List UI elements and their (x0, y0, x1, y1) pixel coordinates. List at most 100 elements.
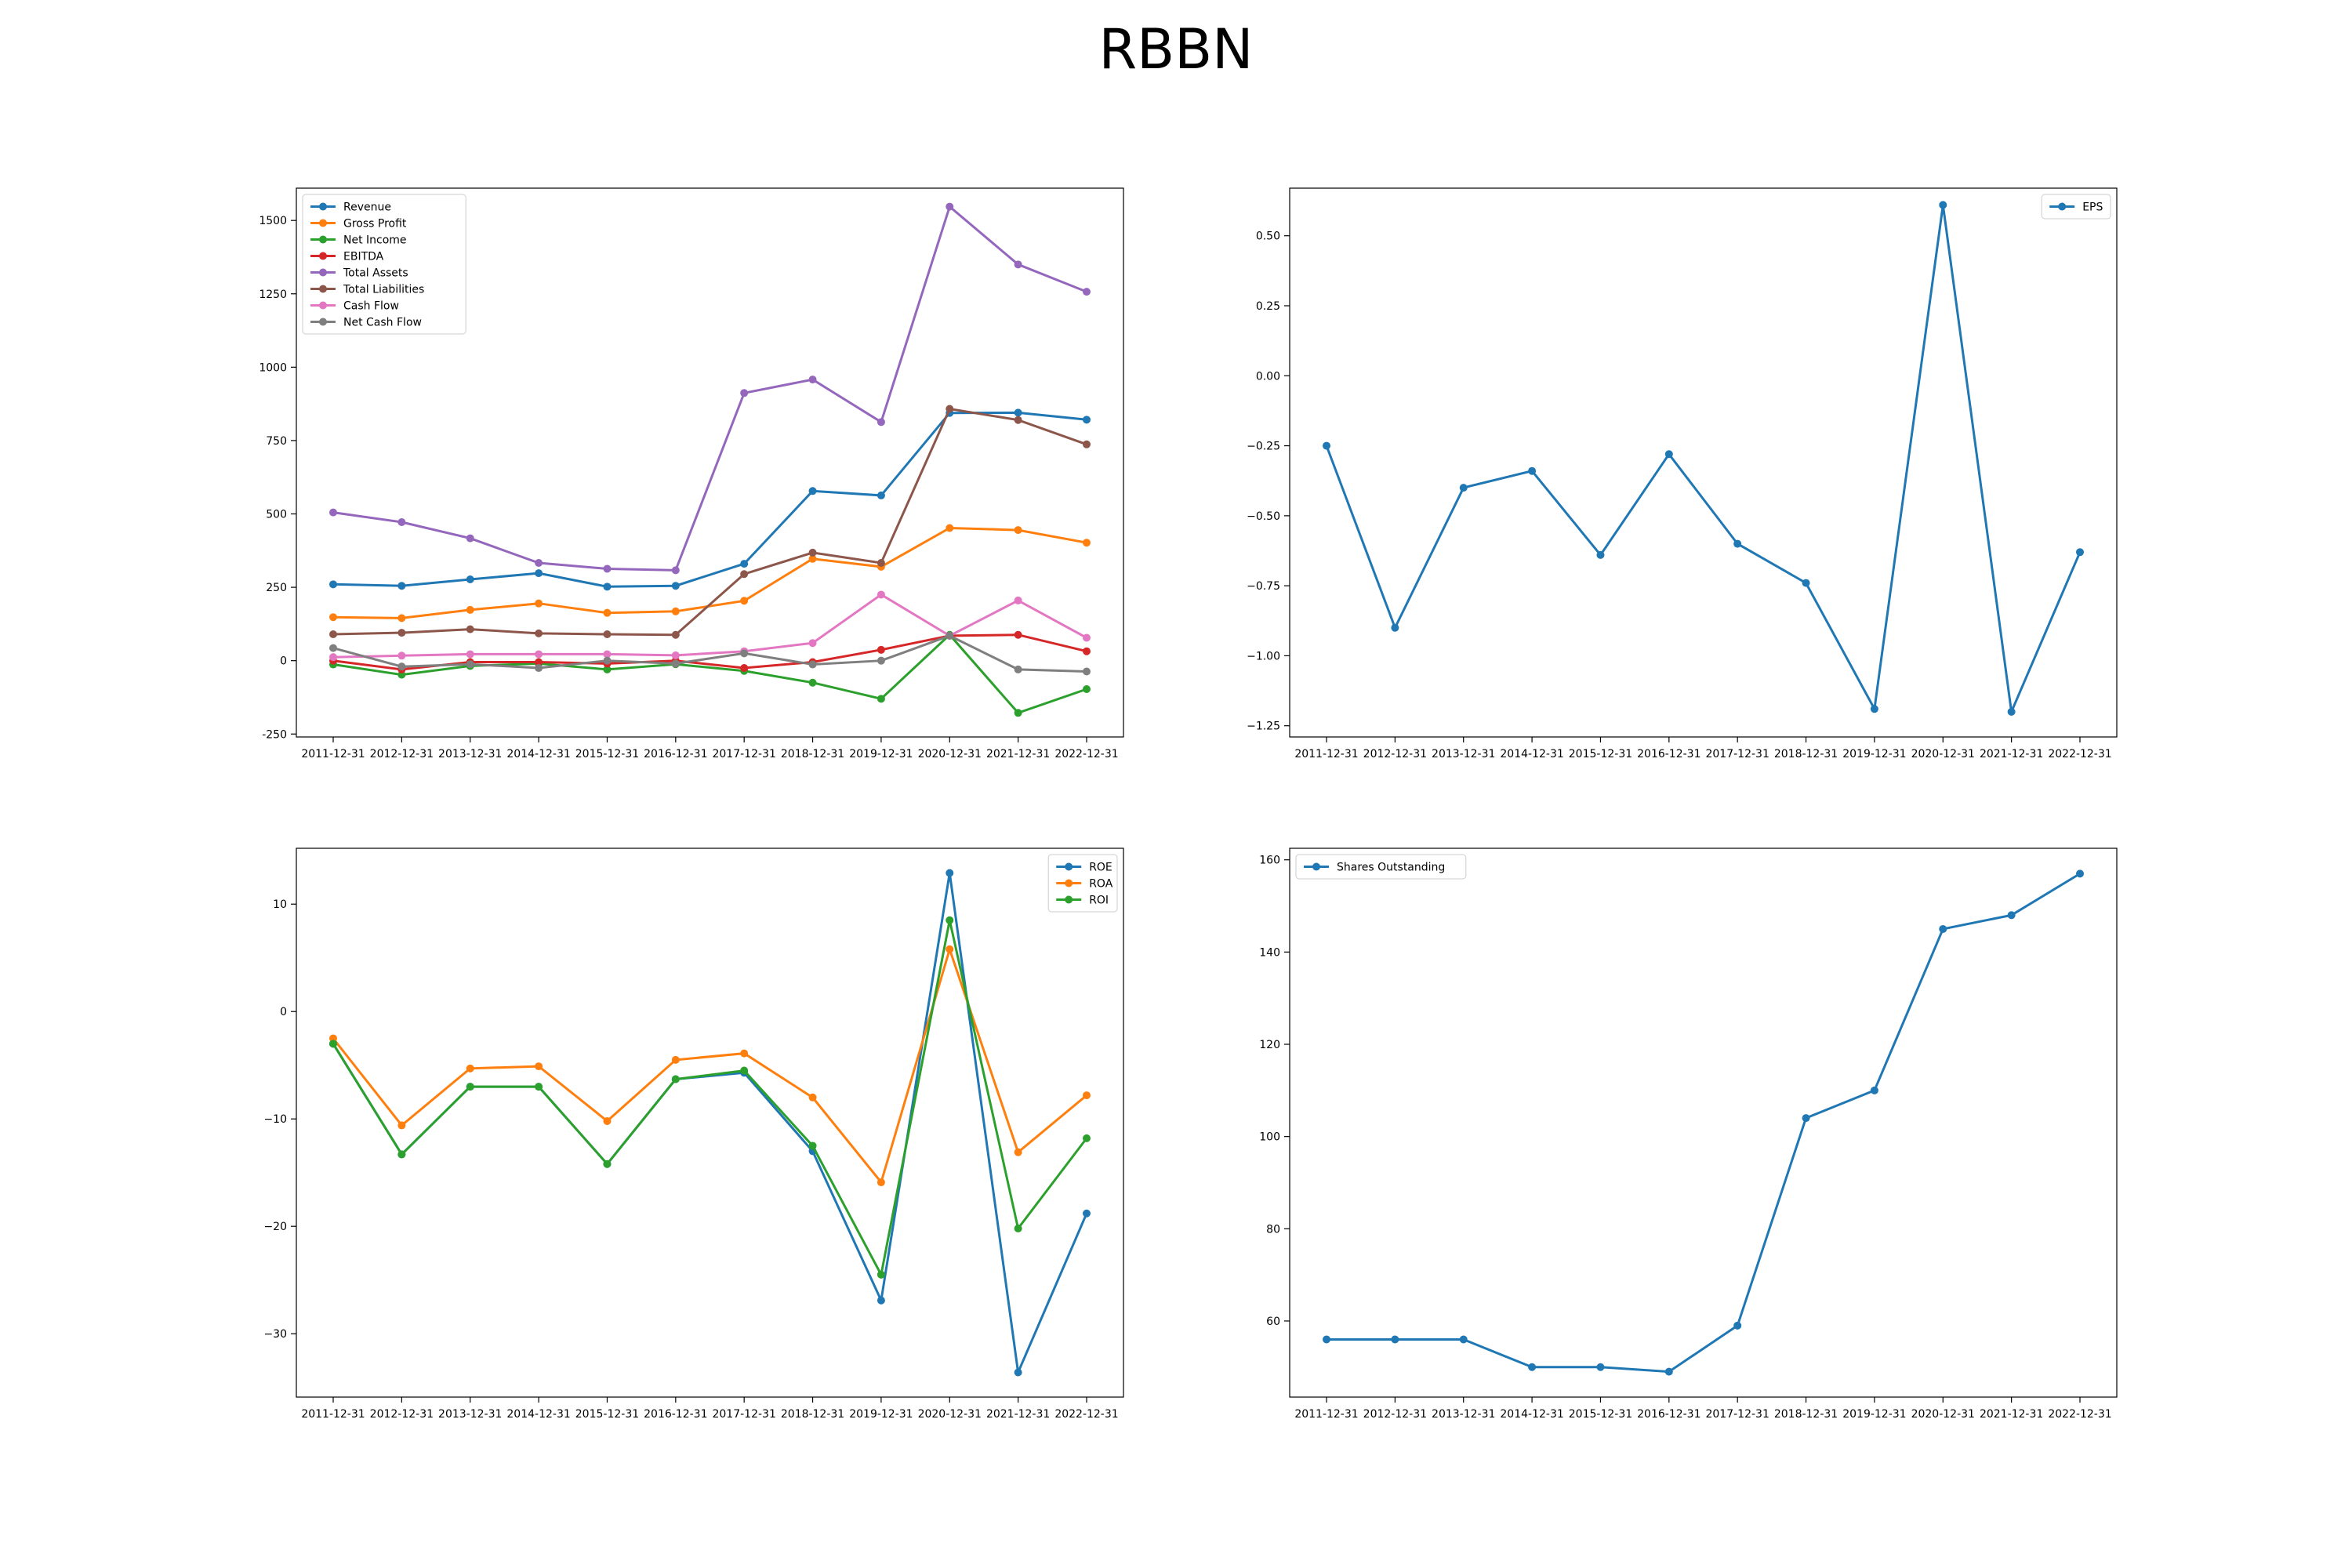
x-tick-label: 2016-12-31 (1637, 1408, 1700, 1421)
data-point-total-assets (1014, 260, 1022, 269)
legend-label-shares-outstanding: Shares Outstanding (1337, 862, 1445, 874)
data-point-total-liabilities (946, 405, 954, 413)
data-point-net-cash-flow (603, 656, 612, 665)
x-tick-label: 2013-12-31 (438, 748, 502, 760)
y-tick-label: 250 (266, 582, 287, 594)
data-point-eps (2007, 707, 2016, 716)
data-point-shares-outstanding (1391, 1335, 1399, 1344)
data-point-cash-flow (466, 650, 474, 659)
data-point-total-liabilities (1014, 416, 1022, 424)
x-tick-label: 2022-12-31 (1054, 1408, 1118, 1421)
x-tick-label: 2019-12-31 (849, 748, 913, 760)
data-point-total-assets (397, 517, 406, 526)
data-point-eps (1596, 550, 1605, 559)
y-tick-label: −1.25 (1247, 720, 1280, 733)
legend-box (302, 194, 466, 335)
legend: Revenue Gross Profit Net Income EBITDA Total… (302, 194, 466, 335)
y-tick-label: 750 (266, 435, 287, 448)
legend-label-gross-profit: Gross Profit (343, 218, 407, 230)
x-tick-label: 2017-12-31 (712, 1408, 775, 1421)
y-tick-label: 10 (273, 898, 287, 911)
chart-3: 2011-12-31 2012-12-31 2013-12-31 2014-12-31… (263, 848, 1124, 1421)
data-point-roa (1083, 1091, 1091, 1100)
data-point-roi (397, 1150, 406, 1159)
series-line-revenue (332, 411, 1087, 588)
data-point-eps (1733, 539, 1742, 548)
x-tick-label: 2018-12-31 (1774, 748, 1838, 760)
data-point-net-cash-flow (808, 660, 817, 669)
series-line-total-assets (332, 205, 1087, 572)
y-tick-label: 0.25 (1256, 300, 1280, 313)
data-point-ebitda (877, 645, 885, 654)
x-tick-label: 2021-12-31 (986, 1408, 1050, 1421)
data-point-gross-profit (1014, 526, 1022, 535)
data-point-eps (1870, 705, 1878, 713)
data-point-roi (1083, 1134, 1091, 1142)
y-tick-label: 0 (280, 1006, 287, 1018)
data-point-total-assets (466, 534, 474, 543)
data-point-ebitda (535, 658, 543, 666)
data-point-cash-flow (671, 651, 680, 659)
data-point-gross-profit (535, 599, 543, 608)
series-line-net-income (332, 633, 1087, 715)
x-tick-label: 2015-12-31 (1569, 748, 1632, 760)
data-point-roe (1014, 1368, 1022, 1377)
data-point-eps (2076, 548, 2084, 557)
y-tick-label: −1.00 (1247, 650, 1280, 662)
legend: Shares Outstanding (1295, 854, 1467, 880)
data-point-total-assets (740, 389, 749, 397)
series-line-roa (332, 945, 1087, 1185)
data-point-net-income (1014, 709, 1022, 717)
series-line-roe (332, 873, 1088, 1377)
data-point-total-liabilities (603, 630, 612, 638)
data-point-roa (535, 1062, 543, 1071)
x-tick-label: 2012-12-31 (370, 1408, 434, 1421)
legend-marker-revenue (319, 202, 327, 211)
legend-marker-total-assets (319, 268, 327, 277)
data-point-revenue (603, 583, 612, 591)
legend-label-total-liabilities: Total Liabilities (343, 284, 424, 296)
data-point-net-cash-flow (671, 659, 680, 668)
data-point-cash-flow (808, 639, 817, 648)
y-tick-label: 140 (1259, 946, 1280, 959)
x-tick-label: 2013-12-31 (1432, 748, 1495, 760)
data-point-net-cash-flow (397, 662, 406, 671)
data-point-total-liabilities (808, 548, 817, 557)
data-point-net-income (808, 678, 817, 687)
data-point-total-assets (329, 508, 337, 517)
data-point-total-assets (535, 559, 543, 568)
x-tick-label: 2015-12-31 (575, 1408, 639, 1421)
series-line-total-liabilities (332, 407, 1087, 637)
data-point-eps (1323, 441, 1330, 450)
data-point-shares-outstanding (1664, 1367, 1673, 1376)
chart-2: 2011-12-31 2012-12-31 2013-12-31 2014-12-31… (1247, 187, 2118, 760)
y-tick-label: -250 (262, 728, 287, 741)
legend-marker-net-income (319, 235, 327, 244)
plot-frame (296, 848, 1124, 1398)
data-point-roa (877, 1178, 885, 1187)
data-point-roe (877, 1296, 885, 1305)
x-tick-label: 2019-12-31 (1842, 1408, 1906, 1421)
data-point-net-cash-flow (877, 656, 885, 665)
data-point-roi (466, 1083, 474, 1091)
data-point-gross-profit (329, 613, 337, 622)
data-point-revenue (877, 491, 885, 499)
data-point-total-assets (671, 566, 680, 575)
data-point-total-assets (603, 564, 612, 573)
data-point-roi (877, 1270, 885, 1279)
x-tick-label: 2017-12-31 (712, 748, 775, 760)
x-tick-label: 2015-12-31 (575, 748, 639, 760)
data-point-roa (740, 1049, 749, 1058)
data-point-eps (1528, 466, 1537, 475)
data-point-shares-outstanding (1528, 1363, 1537, 1371)
data-point-net-income (603, 665, 612, 673)
data-point-net-cash-flow (1014, 665, 1022, 673)
x-tick-label: 2018-12-31 (1774, 1408, 1838, 1421)
y-tick-label: 60 (1266, 1316, 1280, 1328)
x-tick-label: 2012-12-31 (1363, 748, 1427, 760)
data-point-net-income (877, 695, 885, 703)
y-tick-label: −0.50 (1247, 510, 1280, 523)
data-point-net-cash-flow (466, 660, 474, 669)
data-point-roi (535, 1083, 543, 1091)
series-line-net-cash-flow (332, 634, 1087, 673)
